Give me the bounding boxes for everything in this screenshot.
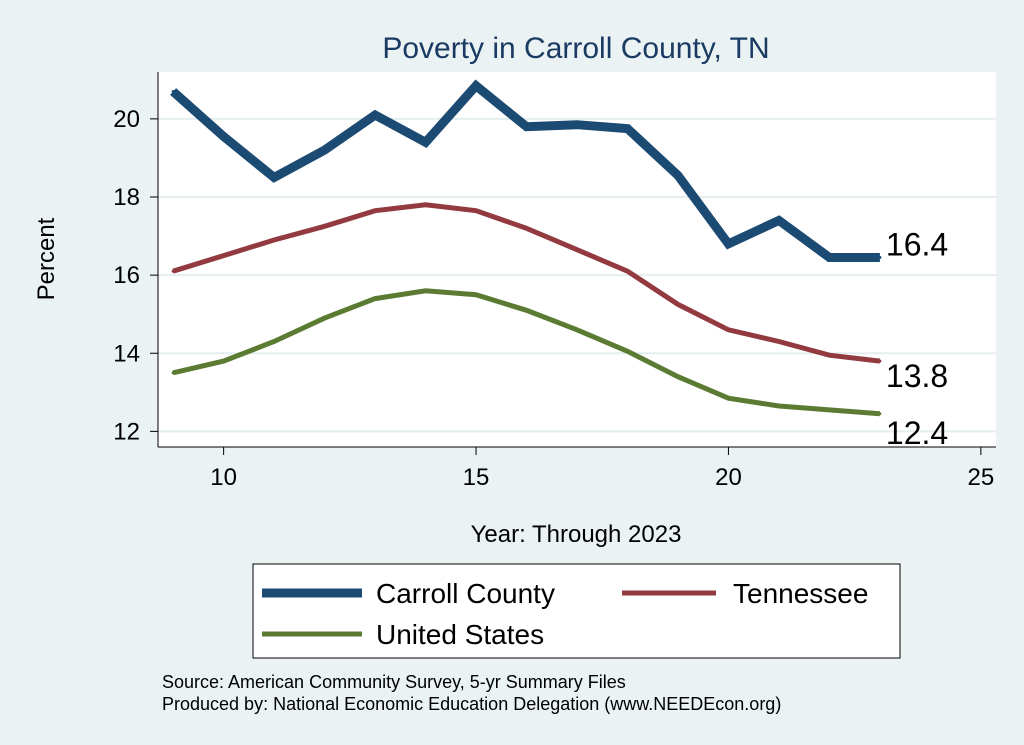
data-point-united-states-14 [878, 412, 882, 416]
data-point-tennessee-10 [676, 302, 680, 306]
data-point-carroll-county-13 [827, 256, 831, 260]
data-point-carroll-county-6 [474, 84, 478, 88]
data-point-tennessee-8 [575, 248, 579, 252]
data-point-carroll-county-4 [373, 113, 377, 117]
axes: 12 14 16 18 20 10 15 20 25 [113, 72, 996, 491]
data-point-tennessee-4 [373, 209, 377, 213]
data-point-tennessee-6 [474, 209, 478, 213]
data-point-united-states-12 [777, 404, 781, 408]
data-point-tennessee-3 [323, 224, 327, 228]
y-tick-label-2: 16 [113, 262, 140, 289]
data-point-tennessee-11 [726, 328, 730, 332]
y-tick-label-3: 18 [113, 184, 140, 211]
data-point-carroll-county-3 [323, 148, 327, 152]
y-axis-title: Percent [33, 217, 60, 300]
legend-label-carroll-county: Carroll County [376, 578, 555, 609]
y-tick-label-4: 20 [113, 106, 140, 133]
data-point-tennessee-12 [777, 340, 781, 344]
legend: Carroll County Tennessee United States [252, 563, 901, 659]
data-point-united-states-10 [676, 375, 680, 379]
data-point-united-states-5 [424, 289, 428, 293]
data-point-carroll-county-9 [625, 127, 629, 131]
data-point-united-states-11 [726, 396, 730, 400]
data-point-carroll-county-12 [777, 218, 781, 222]
x-tick-label-1: 15 [463, 464, 490, 491]
chart-title: Poverty in Carroll County, TN [382, 32, 769, 65]
data-point-tennessee-1 [222, 254, 226, 258]
x-tick-label-2: 20 [715, 464, 742, 491]
data-point-carroll-county-10 [676, 174, 680, 178]
data-point-united-states-3 [323, 316, 327, 320]
data-point-tennessee-2 [272, 238, 276, 242]
data-point-tennessee-0 [171, 269, 175, 273]
data-point-united-states-8 [575, 328, 579, 332]
data-point-carroll-county-11 [726, 242, 730, 246]
data-point-united-states-0 [171, 371, 175, 375]
data-point-united-states-13 [827, 408, 831, 412]
data-point-united-states-1 [222, 359, 226, 363]
data-point-united-states-2 [272, 340, 276, 344]
legend-label-tennessee: Tennessee [733, 578, 868, 609]
y-tick-label-1: 14 [113, 340, 140, 367]
source-note: Source: American Community Survey, 5-yr … [162, 672, 626, 692]
x-axis-title: Year: Through 2023 [471, 521, 682, 548]
data-point-carroll-county-0 [171, 90, 175, 94]
data-point-tennessee-5 [424, 203, 428, 207]
data-point-carroll-county-1 [222, 134, 226, 138]
end-label-united-states: 12.4 [886, 415, 948, 451]
data-point-united-states-6 [474, 293, 478, 297]
legend-box [252, 563, 901, 659]
gridlines [158, 117, 996, 433]
data-point-carroll-county-7 [525, 125, 529, 129]
end-label-tennessee: 13.8 [886, 358, 948, 394]
data-point-tennessee-14 [878, 359, 882, 363]
x-tick-label-3: 25 [968, 464, 995, 491]
produced-by-note: Produced by: National Economic Education… [162, 694, 781, 714]
end-labels: 16.4 13.8 12.4 [886, 227, 948, 451]
end-label-carroll-county: 16.4 [886, 227, 948, 263]
data-point-united-states-7 [525, 308, 529, 312]
data-point-carroll-county-8 [575, 123, 579, 127]
data-point-tennessee-7 [525, 226, 529, 230]
series-lines [170, 79, 882, 417]
y-tick-label-0: 12 [113, 418, 140, 445]
data-point-carroll-county-2 [272, 175, 276, 179]
x-tick-label-0: 10 [210, 464, 237, 491]
data-point-carroll-county-14 [878, 256, 882, 260]
data-point-united-states-4 [373, 297, 377, 301]
data-point-tennessee-9 [625, 269, 629, 273]
data-point-tennessee-13 [827, 353, 831, 357]
data-point-carroll-county-5 [424, 140, 428, 144]
data-point-united-states-9 [625, 349, 629, 353]
legend-label-united-states: United States [376, 619, 544, 650]
